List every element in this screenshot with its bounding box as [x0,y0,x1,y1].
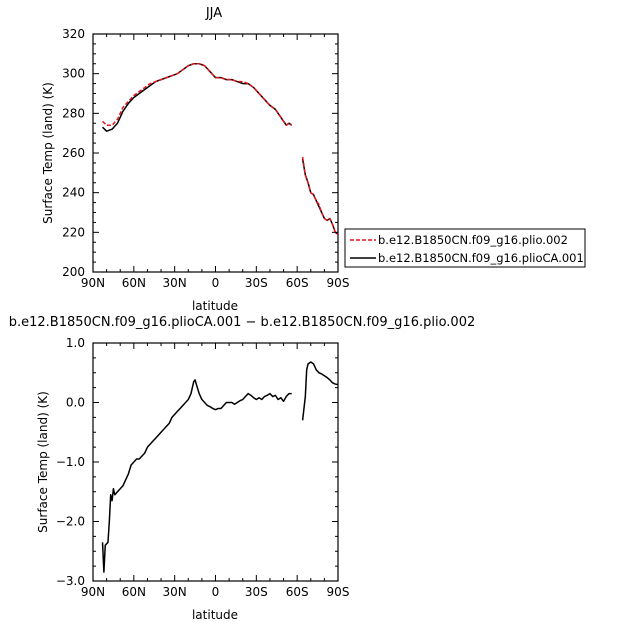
y-tick-label: −1.0 [56,455,85,469]
top-panel: JJA 90N 60N 30N 0 30S 60S 90S 200 220 240 260 280 3… [41,6,349,313]
y-tick-label: −3.0 [56,574,85,588]
y-tick-label: 260 [62,146,85,160]
y-tick-label: 240 [62,186,85,200]
y-tick-label: 320 [62,27,85,41]
x-tick-label: 90S [327,276,350,290]
y-tick-label: 200 [62,265,85,279]
x-tick-label: 60N [122,585,146,599]
top-x-axis-label: latitude [192,299,238,313]
top-plot-frame [92,33,339,273]
x-tick-label: 60S [286,276,309,290]
top-ticks [92,33,339,273]
bottom-y-tick-labels: −3.0 −2.0 −1.0 0.0 1.0 [56,336,85,588]
bottom-series-group [101,361,339,573]
bottom-ticks [92,342,339,582]
bottom-x-tick-labels: 90N 60N 30N 0 30S 60S 90S [81,585,350,599]
x-tick-label: 30S [245,585,268,599]
bottom-plot-frame [92,342,339,582]
top-x-tick-labels: 90N 60N 30N 0 30S 60S 90S [81,276,350,290]
x-tick-label: 90N [81,276,105,290]
y-tick-label: 1.0 [66,336,85,350]
y-tick-label: 300 [62,67,85,81]
x-tick-label: 0 [212,585,220,599]
series-line-difference-segment-0 [101,379,292,573]
y-tick-label: −2.0 [56,515,85,529]
x-tick-label: 60N [122,276,146,290]
x-tick-label: 0 [212,276,220,290]
top-y-tick-labels: 200 220 240 260 280 300 320 [62,27,85,279]
legend-box [344,228,586,268]
legend-label-plioca: b.e12.B1850CN.f09_g16.plioCA.001 [378,251,584,265]
x-tick-label: 30N [163,585,187,599]
top-y-axis-label: Surface Temp (land) (K) [41,82,55,224]
x-tick-label: 90S [327,585,350,599]
bottom-x-axis-label: latitude [192,608,238,622]
x-tick-label: 90N [81,585,105,599]
bottom-y-axis-label: Surface Temp (land) (K) [36,391,50,533]
legend: b.e12.B1850CN.f09_g16.plio.002 b.e12.B18… [344,228,586,268]
series-line-plio-segment-1 [301,156,339,235]
series-line-plio-segment-0 [102,63,293,126]
top-series-group [102,63,339,235]
y-tick-label: 280 [62,106,85,120]
legend-label-plio: b.e12.B1850CN.f09_g16.plio.002 [378,233,568,247]
bottom-panel: b.e12.B1850CN.f09_g16.plioCA.001 − b.e12… [9,315,476,622]
x-tick-label: 30N [163,276,187,290]
x-tick-label: 30S [245,276,268,290]
y-tick-label: 220 [62,225,85,239]
y-tick-label: 0.0 [66,396,85,410]
x-tick-label: 60S [286,585,309,599]
bottom-chart-title: b.e12.B1850CN.f09_g16.plioCA.001 − b.e12… [9,315,476,330]
series-line-difference-segment-1 [301,361,339,421]
top-chart-title: JJA [205,6,222,21]
